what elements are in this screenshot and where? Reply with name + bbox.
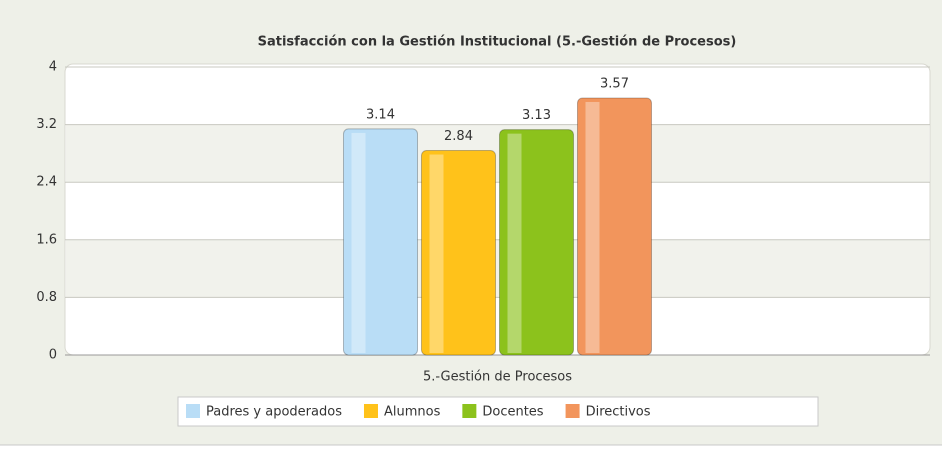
bar [577,97,652,356]
bar [499,129,574,356]
data-label: 3.14 [366,107,395,122]
plot-area [64,63,931,356]
legend-label: Padres y apoderados [206,405,342,420]
x-tick-label: 5.-Gestión de Procesos [423,370,572,385]
legend-swatch [186,404,200,418]
legend-label: Alumnos [384,405,441,420]
legend [177,396,819,427]
data-label: 3.13 [522,108,551,123]
legend-swatch [565,404,580,418]
legend-swatch [462,404,477,418]
bar-highlight [507,133,522,353]
grid-band [66,124,929,183]
data-label: 2.84 [444,129,473,144]
grid-band [66,239,929,298]
bar-highlight [585,101,600,354]
data-label: 3.57 [600,76,629,91]
y-tick-label: 1.6 [36,232,57,247]
y-tick-label: 0 [49,348,57,363]
bar-highlight [429,154,444,353]
y-tick-label: 4 [49,60,57,75]
y-tick-label: 2.4 [36,175,57,190]
bar [421,150,496,356]
legend-label: Directivos [586,405,651,420]
bar-highlight [351,132,366,353]
legend-label: Docentes [482,405,543,420]
legend-swatch [363,404,378,418]
chart-title: Satisfacción con la Gestión Instituciona… [258,35,737,50]
y-tick-label: 0.8 [36,290,57,305]
y-tick-label: 3.2 [36,117,57,132]
bar [343,128,418,356]
